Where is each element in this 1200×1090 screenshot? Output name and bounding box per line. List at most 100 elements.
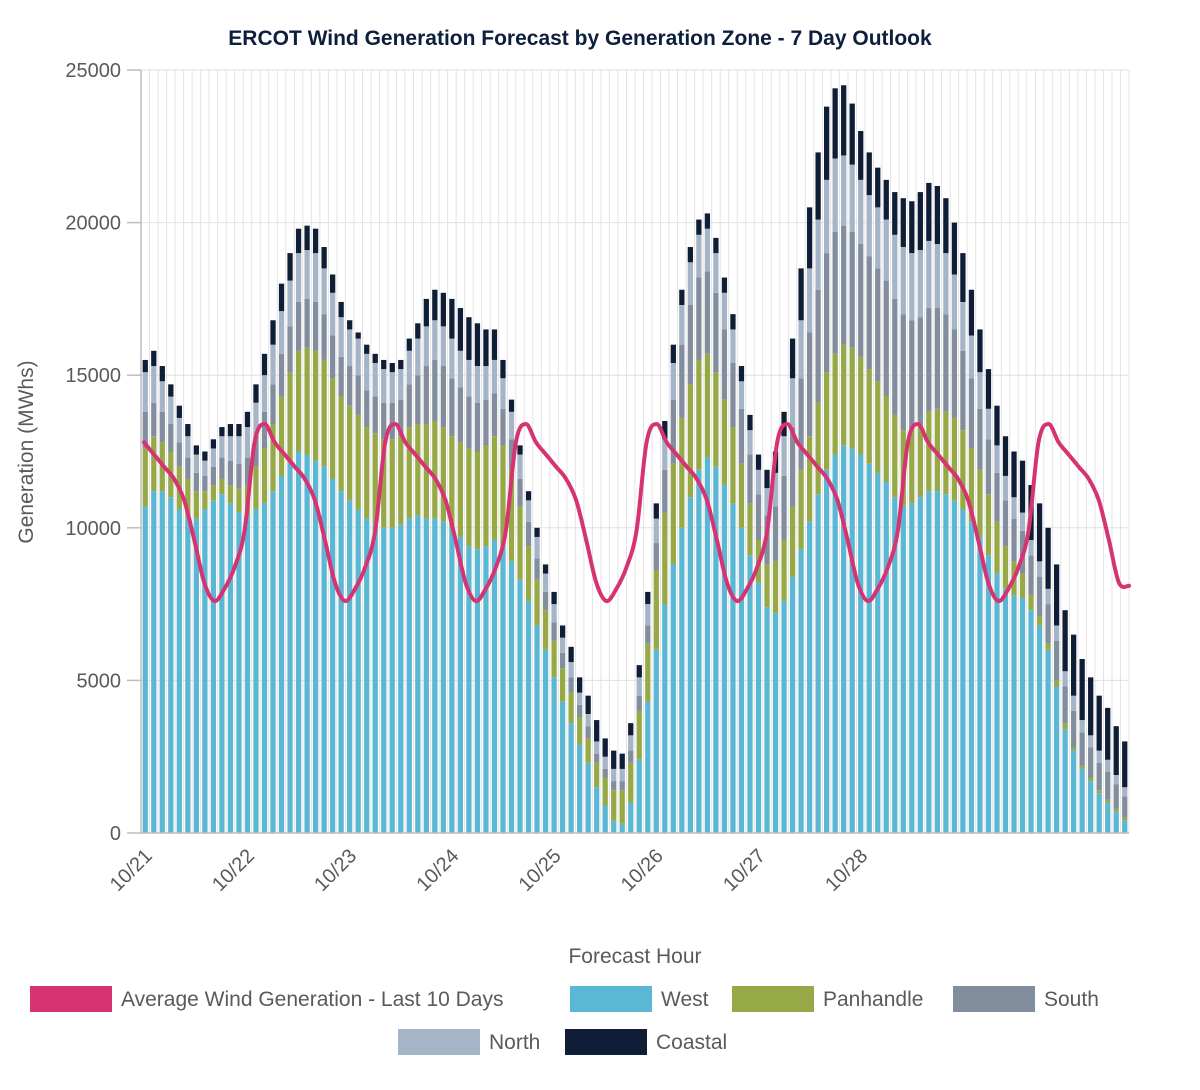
bar-panhandle <box>151 436 157 492</box>
bar-coastal <box>679 289 685 305</box>
average-line <box>142 422 1131 604</box>
bar-north <box>321 268 327 315</box>
bar-panhandle <box>551 640 557 678</box>
bar-south <box>1071 710 1077 748</box>
bar-west <box>781 601 787 833</box>
bar-south <box>951 329 958 418</box>
bar-north <box>347 329 353 367</box>
bar-panhandle <box>236 488 242 513</box>
bar-west <box>508 561 515 833</box>
bar-panhandle <box>892 414 898 498</box>
bar-south <box>994 472 1000 522</box>
bar-west <box>364 518 370 833</box>
y-tick-label: 25000 <box>65 60 121 82</box>
bar-south <box>270 384 276 425</box>
bar-south <box>738 408 745 464</box>
bar-west <box>611 820 617 833</box>
bar-north <box>1079 720 1085 733</box>
bar-north <box>611 768 617 782</box>
bar-west <box>806 521 813 833</box>
bar-west <box>287 463 293 833</box>
bar-panhandle <box>534 579 540 626</box>
bar-west <box>1096 793 1102 833</box>
bar-south <box>1062 686 1068 724</box>
bar-panhandle <box>849 347 855 449</box>
bar-west <box>159 491 165 833</box>
bar-north <box>1028 540 1034 556</box>
bar-coastal <box>381 359 387 370</box>
bar-north <box>559 637 566 653</box>
bar-north <box>466 359 472 397</box>
bar-south <box>619 781 625 791</box>
bar-north <box>985 408 992 440</box>
bar-west <box>1036 625 1043 833</box>
bar-coastal <box>415 323 421 339</box>
bar-south <box>176 442 182 467</box>
bar-west <box>1088 781 1094 833</box>
bar-west <box>449 527 455 833</box>
bar-west <box>151 491 157 833</box>
bar-west <box>1011 594 1017 833</box>
bar-south <box>185 457 191 479</box>
bar-coastal <box>219 427 225 437</box>
bar-coastal <box>491 329 498 360</box>
bar-coastal <box>968 289 975 336</box>
bar-panhandle <box>951 417 958 501</box>
bar-south <box>432 359 438 421</box>
bar-south <box>398 399 404 437</box>
x-axis-ticks: 10/21 10/22 10/23 10/24 10/25 10/26 10/27 10/28 <box>106 845 872 896</box>
bar-coastal <box>824 106 830 180</box>
x-tick-label: 10/22 <box>208 845 259 896</box>
bar-panhandle <box>1053 680 1060 687</box>
bar-west <box>253 509 259 833</box>
bar-coastal <box>1062 610 1068 672</box>
bar-west <box>321 466 327 833</box>
bar-panhandle <box>508 469 515 562</box>
bar-north <box>244 427 251 458</box>
bar-coastal <box>508 399 515 412</box>
bar-west <box>1105 802 1111 833</box>
bar-coastal <box>662 420 668 440</box>
bar-south <box>449 378 455 437</box>
bar-north <box>832 158 838 232</box>
bar-west <box>960 509 966 833</box>
bar-north <box>1105 759 1111 772</box>
bar-panhandle <box>423 424 429 519</box>
bar-south <box>832 231 838 354</box>
legend: Average Wind Generation - Last 10 Days We… <box>30 986 1099 1055</box>
bar-south <box>1079 732 1085 766</box>
bar-coastal <box>142 359 148 373</box>
bar-south <box>883 280 889 397</box>
bar-north <box>602 756 608 769</box>
bar-north <box>508 411 515 440</box>
bar-north <box>338 317 344 357</box>
bar-north <box>457 350 464 388</box>
bar-west <box>312 460 319 833</box>
bar-west <box>542 649 549 833</box>
bar-south <box>1122 796 1128 818</box>
bar-north <box>755 469 762 495</box>
bar-coastal <box>321 247 327 269</box>
bar-west <box>389 527 395 833</box>
bar-south <box>577 704 583 718</box>
bar-north <box>219 436 225 458</box>
bar-panhandle <box>321 359 327 467</box>
bar-panhandle <box>474 451 481 550</box>
bar-coastal <box>457 308 464 351</box>
bar-panhandle <box>611 790 617 821</box>
bar-panhandle <box>202 491 208 510</box>
bar-north <box>151 366 157 403</box>
bar-west <box>738 527 745 833</box>
bar-north <box>841 155 847 226</box>
bar-south <box>312 301 319 351</box>
bar-panhandle <box>721 399 728 486</box>
bar-coastal <box>653 503 659 519</box>
bar-north <box>1122 787 1128 797</box>
bar-panhandle <box>440 427 446 522</box>
bar-south <box>559 652 566 669</box>
bar-south <box>645 625 651 644</box>
x-tick-label: 10/23 <box>310 845 361 896</box>
bar-panhandle <box>994 521 1000 574</box>
bar-west <box>653 649 659 833</box>
